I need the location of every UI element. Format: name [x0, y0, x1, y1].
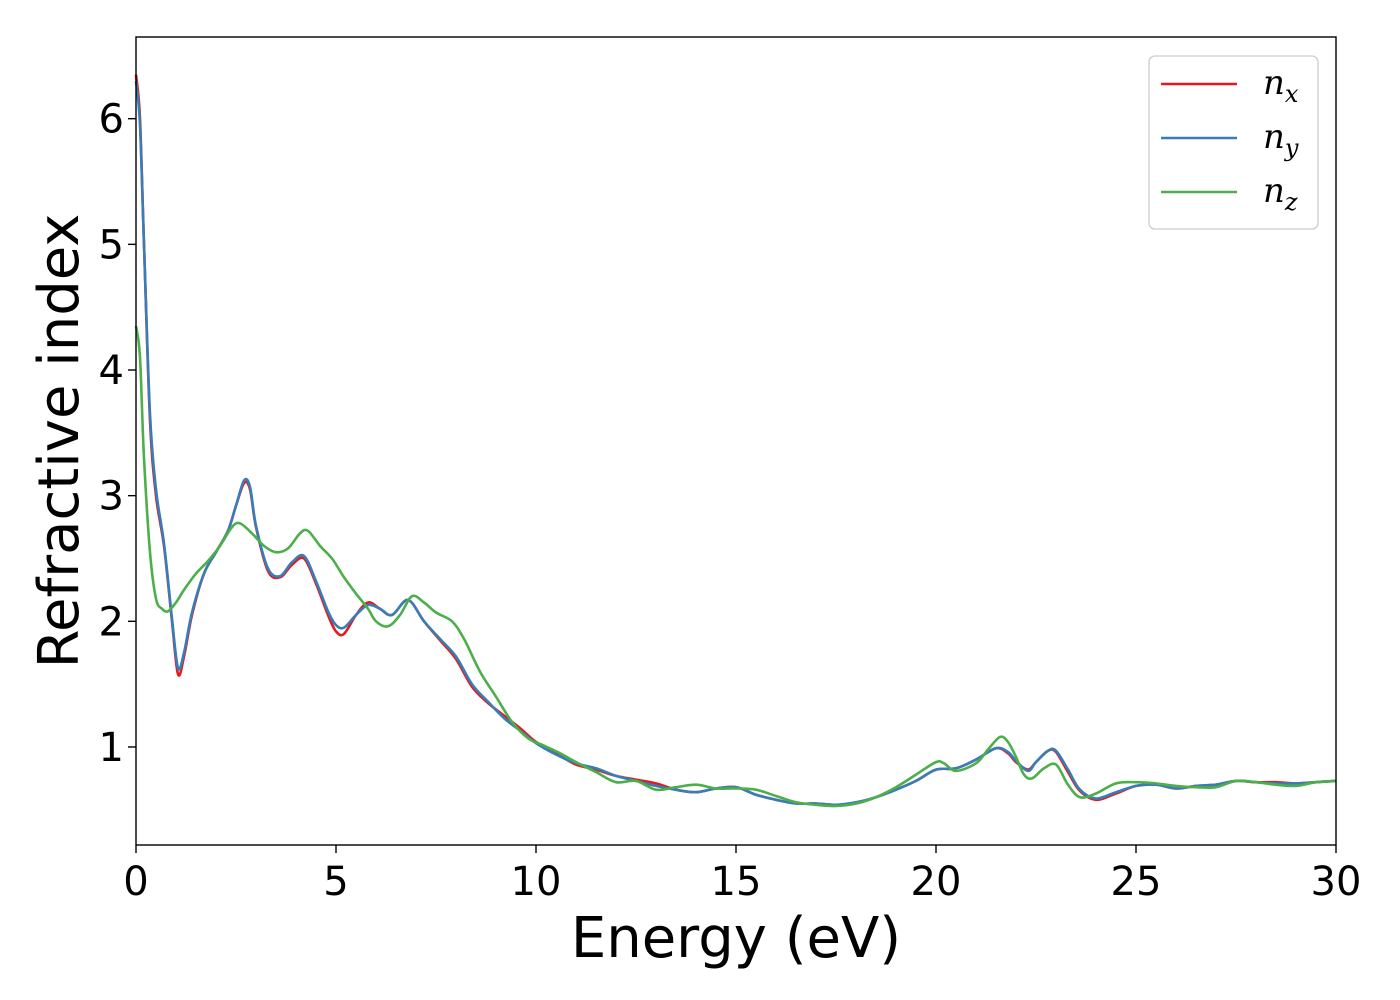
x-tick-label: 30 [1311, 859, 1362, 905]
y-axis-title: Refractive index [27, 214, 92, 669]
y-tick-label: 6 [99, 97, 124, 143]
x-tick-label: 20 [911, 859, 962, 905]
legend-label-ny: ny [1263, 117, 1299, 162]
legend-label-nx: nx [1263, 63, 1299, 108]
y-tick-label: 2 [99, 599, 124, 645]
y-axis-ticks: 1 2 3 4 5 6 [99, 97, 136, 771]
x-tick-label: 5 [323, 859, 348, 905]
x-tick-label: 15 [711, 859, 762, 905]
series-line-nz [134, 325, 1337, 808]
series-lines [134, 74, 1337, 808]
legend-box [1148, 55, 1319, 230]
x-axis-title: Energy (eV) [571, 906, 901, 971]
x-axis-ticks: 0 5 10 15 20 25 30 [123, 845, 1361, 905]
y-tick-label: 4 [99, 348, 124, 394]
x-tick-label: 10 [511, 859, 562, 905]
legend: nx ny nz [1148, 55, 1319, 230]
series-line-ny [134, 80, 1337, 807]
x-tick-label: 0 [123, 859, 148, 905]
x-tick-label: 25 [1111, 859, 1162, 905]
y-tick-label: 1 [99, 725, 124, 771]
y-tick-label: 3 [99, 474, 124, 520]
y-tick-label: 5 [99, 222, 124, 268]
legend-label-nz: nz [1263, 171, 1298, 216]
